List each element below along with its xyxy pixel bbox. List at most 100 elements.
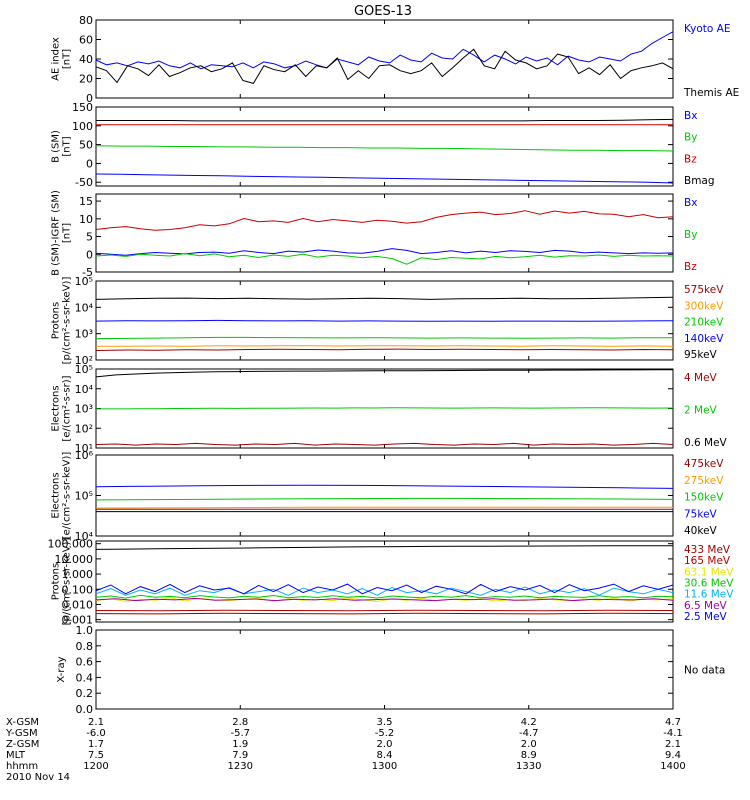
series-line-bx [95,173,674,184]
y-tick-label: 10⁴ [75,383,94,396]
x-tick-value: -5.7 [230,728,250,739]
series-line-bx [95,248,674,256]
y-tick-label: 0.0 [76,703,94,716]
y-tick-label: 10.000 [55,553,94,566]
y-tick-label: 10² [75,422,93,435]
panel-frame [95,193,674,273]
y-tick-label: 10¹ [75,442,93,455]
y-tick-label: 10³ [75,328,93,341]
y-tick-label: -50 [75,176,93,189]
legend-label: Bz [684,153,697,165]
y-tick-label: 10 [79,213,93,226]
series-line-0-6-mev [95,369,674,378]
y-tick-label: 40 [79,53,93,66]
series-line-150kev [95,497,674,501]
series-line-by [95,145,674,152]
x-axis-annotation: X-GSMY-GSMZ-GSMMLThhmm2.1-6.01.77.512002… [5,717,686,783]
y-tick-label: 1.000 [62,568,94,581]
series-line-themis-ae [95,48,674,84]
legend-label: Themis AE [683,87,739,99]
legend-label: Bmag [684,175,715,187]
y-axis-label: Protons [51,563,62,600]
y-axis-label: X-ray [56,656,67,682]
legend-label: 40keV [684,525,718,537]
x-tick-value: 1200 [83,761,108,772]
x-tick-value: 7.5 [88,750,104,761]
y-tick-label: 20 [79,73,93,86]
series-line-140kev [95,319,674,322]
y-tick-label: 0 [86,92,93,105]
y-axis-label: AE index [51,37,62,81]
y-axis-label: Protons [51,302,62,339]
panel-protons_mev: 100.000 10.000 1.000 0.100 0.010 0.001 Protons… [48,538,735,627]
x-tick-value: 1300 [372,761,397,772]
legend-label: 2 MeV [684,405,718,417]
date-label: 2010 Nov 14 [6,772,70,783]
y-tick-label: 0 [86,157,93,170]
panel-frame [95,540,674,623]
panel-frame [95,454,674,537]
series-line-30-6-mev [95,594,674,599]
series-line-2-5-mev [95,583,674,595]
x-tick-value: -4.7 [519,728,539,739]
x-tick-value: 1230 [228,761,253,772]
y-tick-label: 0.2 [76,687,94,700]
y-tick-label: 0.100 [62,583,94,596]
y-tick-label: 60 [79,34,93,47]
x-tick-value: 1400 [660,761,685,772]
series-line-bz [95,210,674,231]
y-axis-label: [nT] [62,49,73,69]
panel-electrons_kev: 10⁴ 10⁵ 10⁶ Electrons [e/(cm²-s-sr-keV)] 475k… [51,449,725,543]
x-tick-value: 7.9 [232,750,248,761]
legend-label: By [684,229,697,241]
series-line-63-1-mev [95,597,674,602]
x-tick-value: -5.2 [375,728,395,739]
no-data-label: No data [684,665,725,677]
series-line-575kev [95,348,674,351]
x-tick-value: 2.1 [88,717,104,728]
legend-label: Bz [684,261,697,273]
legend-label: 75keV [684,508,718,520]
y-tick-label: 10³ [75,403,93,416]
y-axis-label: Electrons [51,472,62,518]
y-tick-label: 0.8 [76,640,94,653]
y-tick-label: 50 [79,139,93,152]
legend-label: 433 MeV [684,544,731,556]
y-axis-label: [p/(cm²-s-sr-keV)] [62,538,73,626]
series-line-bmag [96,118,674,122]
y-tick-label: 0.010 [62,598,94,611]
series-line-kyoto-ae [95,31,674,70]
x-tick-value: 1.7 [88,739,104,750]
x-row-label: X-GSM [6,717,39,728]
series-line-275kev [95,506,673,509]
x-tick-value: 2.1 [665,739,681,750]
series-line-6-5-mev [95,597,674,602]
x-tick-value: 2.0 [521,739,537,750]
y-tick-label: 5 [86,231,93,244]
x-tick-value: 4.2 [521,717,537,728]
legend-label: 140keV [684,333,724,345]
y-axis-label: B (SM) [51,130,62,163]
y-tick-label: 0.6 [76,656,94,669]
series-line-unnamed [95,545,674,550]
y-tick-label: 10⁵ [75,490,93,503]
legend-label: 2.5 MeV [684,611,728,623]
x-tick-value: 2.0 [377,739,393,750]
legend-label: 95keV [684,349,718,361]
legend-label: 4 MeV [684,372,718,384]
legend-label: 6.5 MeV [684,600,728,612]
x-tick-value: 4.7 [665,717,681,728]
legend-label: 475keV [684,458,724,470]
x-row-label: hhmm [6,761,38,772]
legend-label: Kyoto AE [684,23,730,35]
legend-label: 150keV [684,492,724,504]
y-axis-label: [nT] [62,136,73,156]
plot-title: GOES-13 [354,4,412,19]
panel-xray: 1.0 0.8 0.6 0.4 0.2 0.0 X-ray No data [56,624,725,716]
series-line-by [95,253,674,265]
y-tick-label: 100.000 [48,538,94,551]
x-tick-value: -6.0 [86,728,106,739]
y-axis-label: B (SM)-IGRF (SM) [51,190,62,276]
y-tick-label: 15 [79,195,93,208]
